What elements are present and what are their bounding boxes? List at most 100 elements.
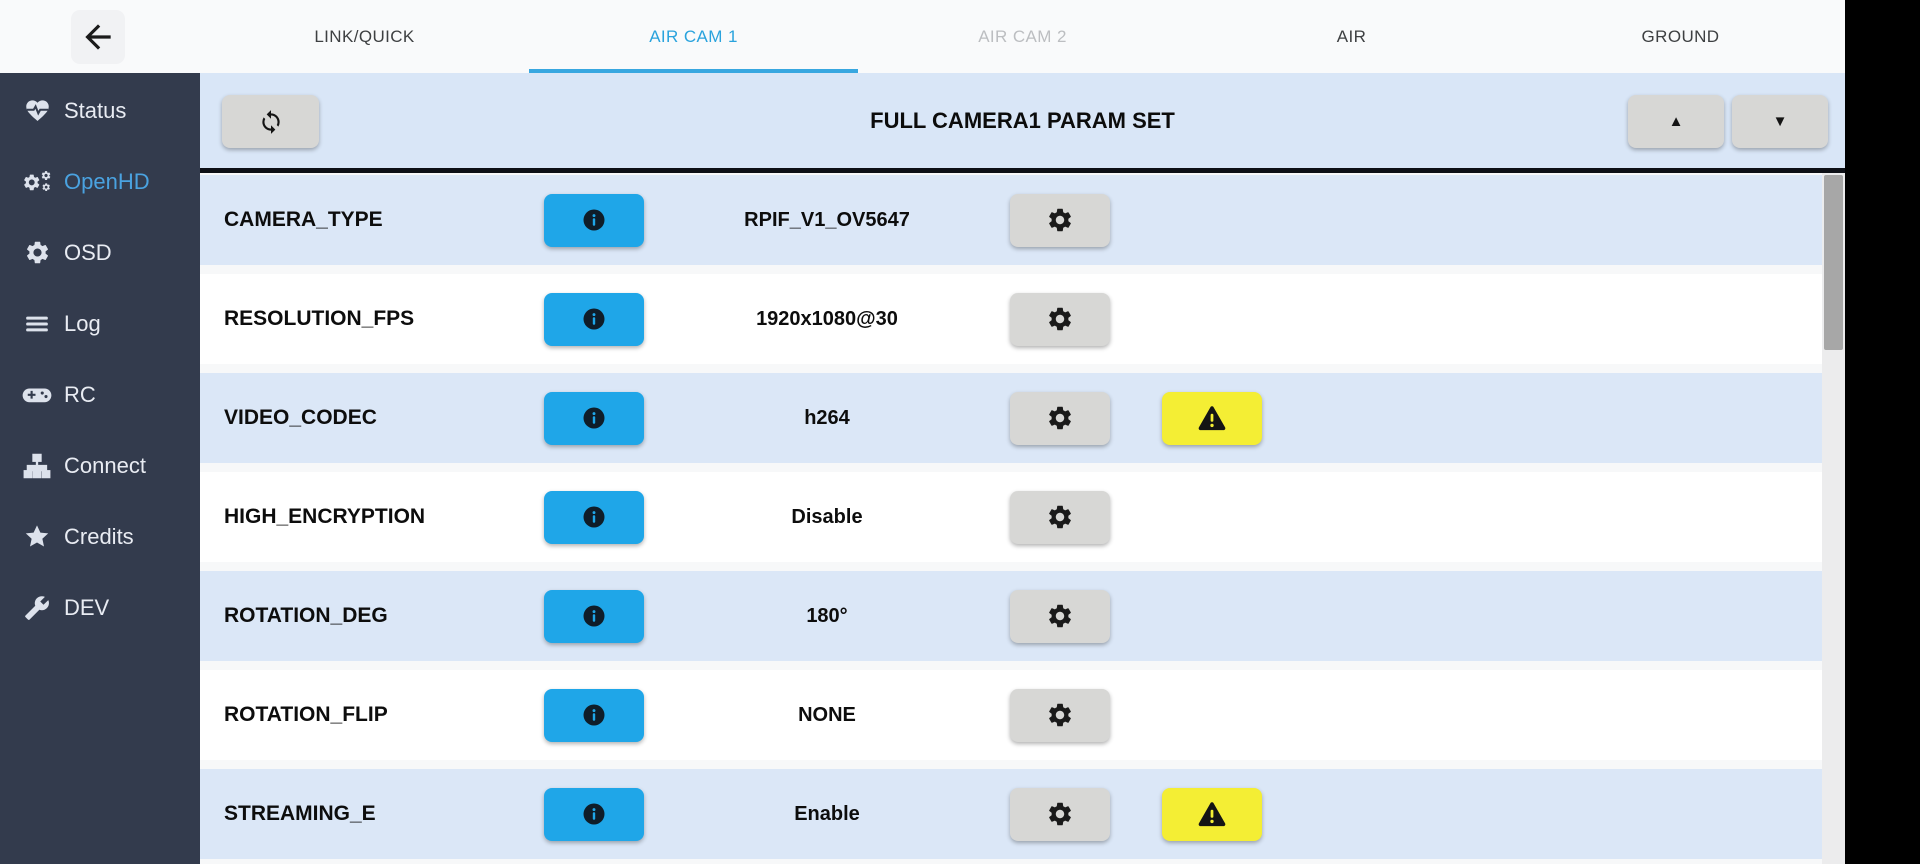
tab-ground[interactable]: GROUND (1641, 26, 1720, 46)
gear-icon (1049, 604, 1071, 628)
tab-strip: LINK/QUICK AIR CAM 1 AIR CAM 2 AIR GROUN… (200, 0, 1845, 73)
bars-icon (22, 311, 52, 337)
gear-icon (1049, 208, 1071, 232)
info-button[interactable] (544, 292, 644, 346)
param-name: VIDEO_CODEC (224, 406, 377, 429)
sidebar: Status OpenHD OSD (0, 73, 200, 864)
tab-air-cam-1[interactable]: AIR CAM 1 (529, 0, 858, 73)
triangle-up-icon: ▲ (1668, 113, 1684, 130)
param-value: 1920x1080@30 (756, 307, 898, 330)
settings-button[interactable] (1010, 787, 1110, 841)
gear-icon (1049, 406, 1071, 430)
info-icon (583, 704, 605, 726)
sidebar-item-label: Status (64, 97, 127, 123)
top-tab-bar: LINK/QUICK AIR CAM 1 AIR CAM 2 AIR GROUN… (0, 0, 1845, 73)
settings-button[interactable] (1010, 391, 1110, 445)
sidebar-item-credits[interactable]: Credits (0, 501, 200, 572)
sync-icon (261, 109, 280, 134)
warning-button[interactable] (1162, 787, 1262, 841)
param-row: RESOLUTION_FPS 1920x1080@30 (200, 274, 1822, 364)
sidebar-item-rc[interactable]: RC (0, 359, 200, 430)
info-button[interactable] (544, 589, 644, 643)
scrollbar-track[interactable] (1822, 173, 1845, 864)
gears-icon (22, 168, 52, 195)
param-name: HIGH_ENCRYPTION (224, 505, 426, 528)
sidebar-item-osd[interactable]: OSD (0, 217, 200, 288)
back-button[interactable] (71, 10, 125, 64)
heart-pulse-icon (22, 97, 52, 124)
settings-button[interactable] (1010, 589, 1110, 643)
param-row: ROTATION_FLIP NONE (200, 670, 1822, 760)
sitemap-icon (22, 452, 52, 480)
param-value: h264 (804, 406, 850, 429)
header-separator-line (200, 168, 1845, 173)
param-name: ROTATION_DEG (224, 604, 388, 627)
gear-icon (22, 239, 52, 266)
param-value: 180° (806, 604, 848, 627)
info-button[interactable] (544, 193, 644, 247)
triangle-down-icon: ▼ (1772, 113, 1788, 130)
warning-triangle-icon (1198, 802, 1226, 827)
info-button[interactable] (544, 688, 644, 742)
settings-button[interactable] (1010, 688, 1110, 742)
param-row: ROTATION_DEG 180° (200, 571, 1822, 661)
sidebar-item-label: Connect (64, 452, 146, 478)
arrow-left-icon (85, 24, 111, 50)
sidebar-item-dev[interactable]: DEV (0, 572, 200, 643)
warning-triangle-icon (1198, 406, 1226, 431)
scroll-down-button[interactable]: ▼ (1732, 95, 1828, 148)
info-icon (583, 506, 605, 528)
info-icon (583, 407, 605, 429)
info-icon (583, 803, 605, 825)
gear-icon (1049, 307, 1071, 331)
param-name: STREAMING_E (224, 802, 376, 825)
wrench-icon (22, 595, 52, 621)
sidebar-item-label: Credits (64, 523, 134, 549)
param-value: Disable (791, 505, 863, 528)
sidebar-item-label: OpenHD (64, 168, 150, 194)
info-icon (583, 209, 605, 231)
param-name: ROTATION_FLIP (224, 703, 388, 726)
tab-air[interactable]: AIR (1336, 26, 1367, 46)
scroll-up-button[interactable]: ▲ (1628, 95, 1724, 148)
param-row: VIDEO_CODEC h264 (200, 373, 1822, 463)
star-icon (22, 523, 52, 551)
sidebar-item-openhd[interactable]: OpenHD (0, 146, 200, 217)
sidebar-item-label: OSD (64, 239, 112, 265)
sidebar-item-log[interactable]: Log (0, 288, 200, 359)
gear-icon (1049, 703, 1071, 727)
param-name: CAMERA_TYPE (224, 208, 383, 231)
app-window: LINK/QUICK AIR CAM 1 AIR CAM 2 AIR GROUN… (0, 0, 1845, 864)
param-row: HIGH_ENCRYPTION Disable (200, 472, 1822, 562)
info-button[interactable] (544, 391, 644, 445)
sidebar-item-status[interactable]: Status (0, 75, 200, 146)
info-icon (583, 308, 605, 330)
info-button[interactable] (544, 787, 644, 841)
param-value: RPIF_V1_OV5647 (744, 208, 910, 231)
param-table: CAMERA_TYPE RPIF_V1_OV5647 RESOLUTION_FP… (200, 173, 1822, 864)
settings-button[interactable] (1010, 193, 1110, 247)
param-value: Enable (794, 802, 860, 825)
param-set-title: FULL CAMERA1 PARAM SET (870, 107, 1175, 133)
tab-link-quick[interactable]: LINK/QUICK (314, 26, 415, 46)
gear-icon (1049, 505, 1071, 529)
warning-button[interactable] (1162, 391, 1262, 445)
param-value: NONE (798, 703, 856, 726)
refresh-button[interactable] (222, 95, 319, 148)
param-row: STREAMING_E Enable (200, 769, 1822, 859)
param-name: RESOLUTION_FPS (224, 307, 415, 330)
settings-button[interactable] (1010, 490, 1110, 544)
screen-bezel (1845, 0, 1920, 864)
tab-air-cam-2[interactable]: AIR CAM 2 (978, 26, 1067, 46)
param-row: CAMERA_TYPE RPIF_V1_OV5647 (200, 175, 1822, 265)
sidebar-item-label: RC (64, 381, 96, 407)
gear-icon (1049, 802, 1071, 826)
gamepad-icon (22, 380, 52, 410)
settings-button[interactable] (1010, 292, 1110, 346)
info-button[interactable] (544, 490, 644, 544)
info-icon (583, 605, 605, 627)
sidebar-item-label: DEV (64, 594, 110, 620)
sidebar-item-label: Log (64, 310, 101, 336)
sidebar-item-connect[interactable]: Connect (0, 430, 200, 501)
scrollbar-thumb[interactable] (1824, 175, 1843, 350)
